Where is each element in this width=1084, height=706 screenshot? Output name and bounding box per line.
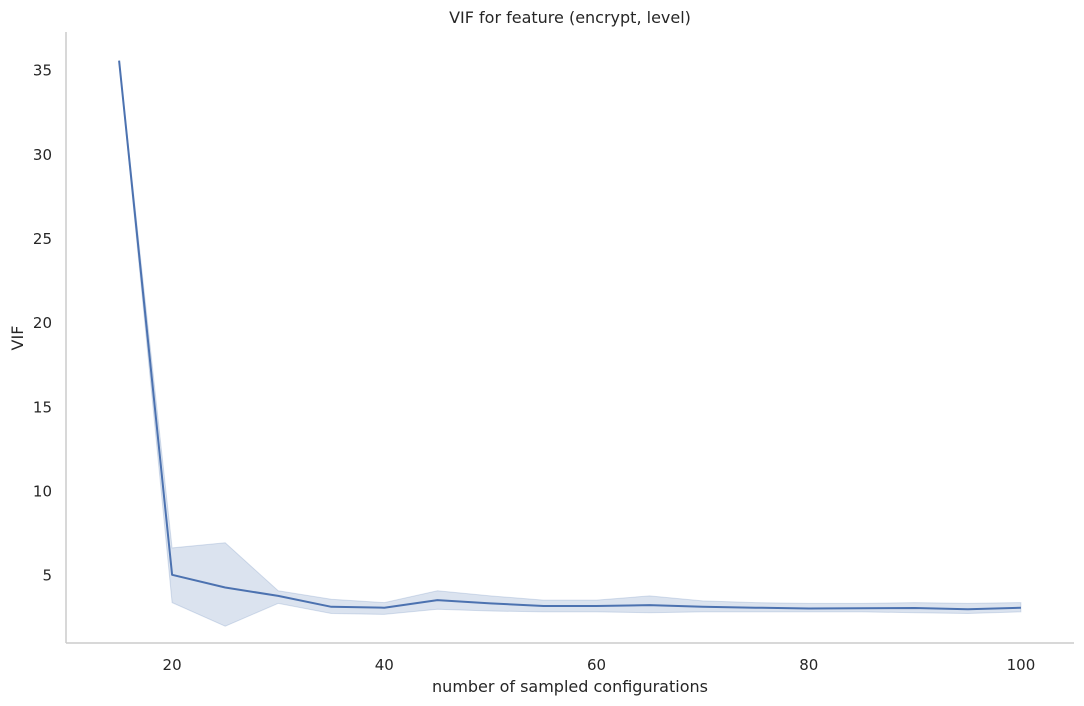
x-tick-label: 80 [799, 656, 818, 674]
y-tick-label: 30 [33, 146, 52, 164]
chart-title: VIF for feature (encrypt, level) [449, 8, 691, 27]
y-tick-label: 35 [33, 62, 52, 80]
series-line [118, 60, 1021, 611]
y-tick-label: 5 [42, 567, 52, 585]
y-tick-label: 25 [33, 230, 52, 248]
x-tick-label: 60 [587, 656, 606, 674]
y-tick-label: 10 [33, 483, 52, 501]
x-tick-label: 20 [163, 656, 182, 674]
confidence-band [118, 60, 1022, 627]
x-axis-label: number of sampled configurations [432, 677, 708, 696]
plot-area: 20 40 60 80 100 5 10 15 20 25 30 35 [33, 32, 1074, 674]
y-axis-label: VIF [8, 326, 27, 351]
y-tick-label: 15 [33, 398, 52, 416]
y-tick-label: 20 [33, 314, 52, 332]
x-tick-label: 100 [1007, 656, 1036, 674]
x-tick-label: 40 [375, 656, 394, 674]
